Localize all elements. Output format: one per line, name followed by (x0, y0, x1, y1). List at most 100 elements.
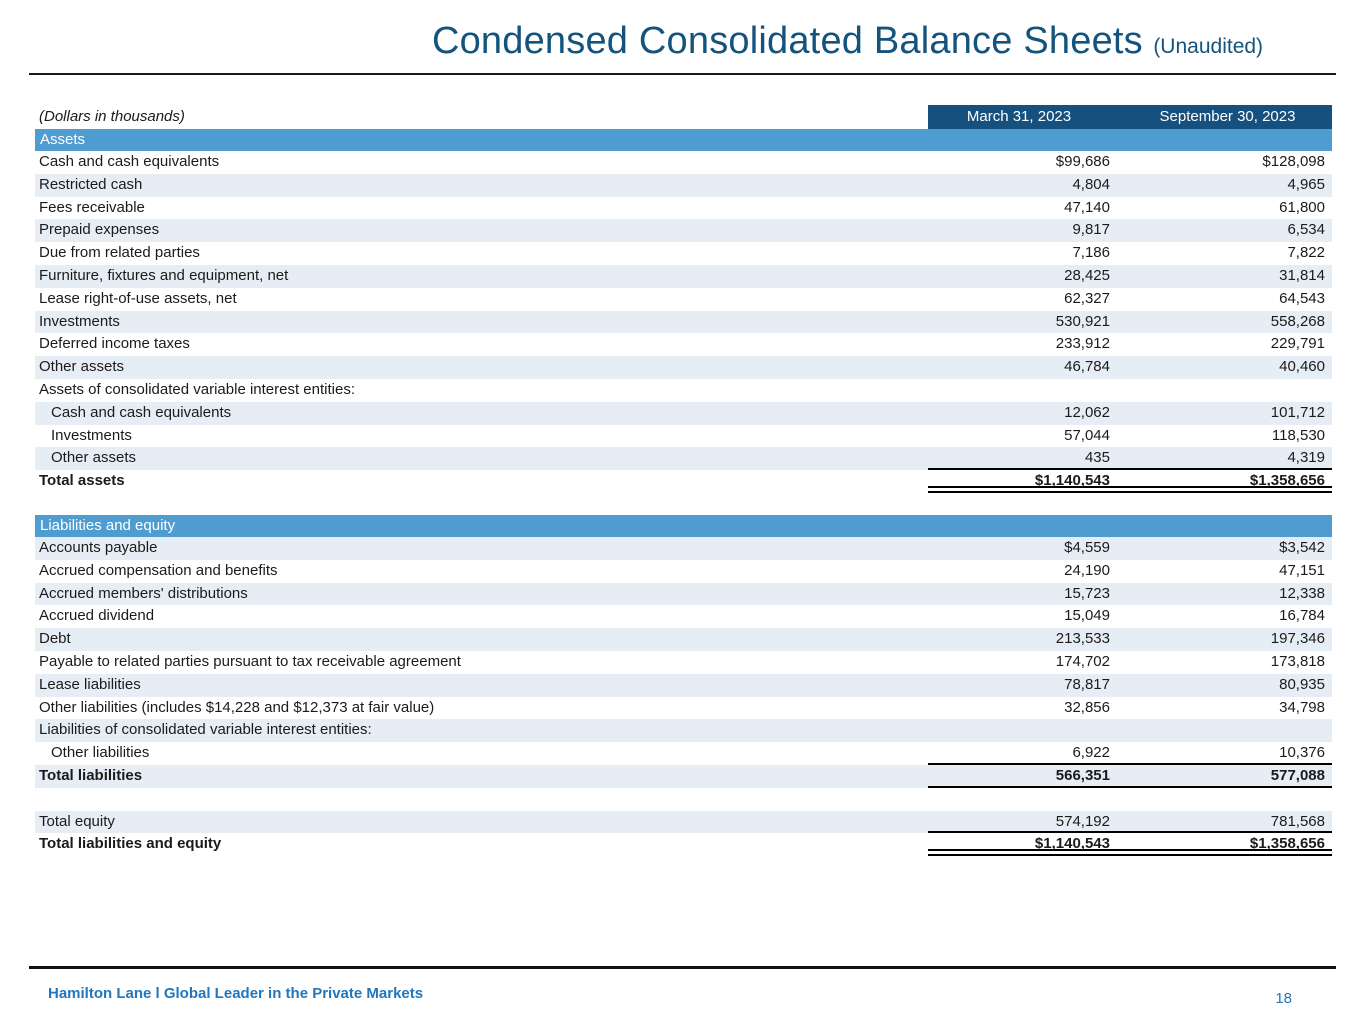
row-label: Other liabilities (51, 744, 150, 762)
value-cell: 174,702 (1055, 652, 1110, 670)
table-row: Accrued dividend 15,049 16,784 (35, 605, 1332, 628)
value-cell: $1,140,543 (1034, 835, 1110, 853)
row-label: Liabilities of consolidated variable int… (39, 721, 372, 739)
row-label: Lease liabilities (39, 675, 141, 693)
value-cell: 781,568 (1270, 812, 1325, 830)
value-cell: 15,723 (1064, 584, 1110, 602)
row-values: 12,062 101,712 (928, 402, 1332, 425)
table-row: Fees receivable 47,140 61,800 (35, 197, 1332, 220)
value-cell: 34,798 (1279, 698, 1325, 716)
value-cell (928, 379, 1130, 402)
row-label: Total assets (39, 472, 125, 490)
row-values: 28,425 31,814 (928, 265, 1332, 288)
row-label: Furniture, fixtures and equipment, net (39, 266, 289, 284)
value-cell: 213,533 (1055, 630, 1110, 648)
row-label: Total liabilities (39, 766, 143, 784)
row-values: $99,686 $128,098 (928, 151, 1332, 174)
value-cell: 47,151 (1279, 561, 1325, 579)
row-values: 4,804 4,965 (928, 174, 1332, 197)
row-values: 78,817 80,935 (928, 674, 1332, 697)
table-row: Due from related parties 7,186 7,822 (35, 242, 1332, 265)
page-number: 18 (1275, 990, 1292, 1007)
row-label: Total liabilities and equity (39, 835, 222, 853)
balance-sheet-table: (Dollars in thousands) March 31, 2023 Se… (35, 105, 1332, 857)
row-label: Investments (51, 426, 132, 444)
row-values: 15,723 12,338 (928, 583, 1332, 606)
table-row: Lease liabilities 78,817 80,935 (35, 673, 1332, 697)
page-title: Condensed Consolidated Balance Sheets (U… (0, 0, 1365, 63)
section-gap (35, 493, 1332, 515)
table-row: Payable to related parties pursuant to t… (35, 651, 1332, 674)
value-cell: 530,921 (1055, 312, 1110, 330)
row-label: Prepaid expenses (39, 221, 160, 239)
value-cell: 566,351 (1055, 766, 1110, 784)
value-cell: 40,460 (1279, 358, 1325, 376)
row-label: Other liabilities (includes $14,228 and … (39, 698, 435, 716)
row-label: Deferred income taxes (39, 335, 190, 353)
value-cell: 57,044 (1064, 426, 1110, 444)
value-cell: 64,543 (1279, 289, 1325, 307)
value-cell: 46,784 (1064, 358, 1110, 376)
section-liabilities-equity: Liabilities and equity Accounts payable $… (35, 514, 1332, 857)
table-row: Other assets 435 4,319 (35, 447, 1332, 471)
table-row: Total liabilities 566,351 577,088 (35, 764, 1332, 788)
value-cell: 558,268 (1270, 312, 1325, 330)
value-cell (928, 788, 1130, 811)
value-cell: 7,822 (1287, 244, 1325, 262)
assets-rows: Cash and cash equivalents $99,686 $128,098… (35, 151, 1332, 493)
value-cell: $3,542 (1279, 538, 1325, 556)
value-cell: 6,922 (1072, 744, 1110, 762)
section-assets: Assets Cash and cash equivalents $99,686 $… (35, 129, 1332, 493)
value-cell: 197,346 (1270, 630, 1325, 648)
row-values (928, 788, 1332, 811)
value-cell: 78,817 (1064, 675, 1110, 693)
row-values: $4,559 $3,542 (928, 537, 1332, 560)
value-cell (928, 719, 1130, 742)
value-cell: $1,358,656 (1249, 835, 1325, 853)
value-cell: 9,817 (1072, 221, 1110, 239)
table-row: Debt 213,533 197,346 (35, 628, 1332, 651)
table-row: Other liabilities (includes $14,228 and … (35, 697, 1332, 720)
row-values: 435 4,319 (928, 447, 1332, 471)
table-row: Total assets $1,140,543 $1,358,656 (35, 470, 1332, 493)
table-row: Total liabilities and equity $1,140,543 $1… (35, 833, 1332, 857)
table-row: Accrued compensation and benefits 24,190 4… (35, 560, 1332, 583)
value-cell: $1,358,656 (1249, 472, 1325, 490)
column-header-march: March 31, 2023 (966, 108, 1072, 125)
row-label: Accrued dividend (39, 607, 155, 625)
table-row: Investments 530,921 558,268 (35, 310, 1332, 334)
row-values: $1,140,543 $1,358,656 (928, 470, 1332, 493)
value-cell: 24,190 (1064, 561, 1110, 579)
column-header-september: September 30, 2023 (1159, 108, 1296, 125)
value-cell: 6,534 (1287, 221, 1325, 239)
row-label (35, 788, 928, 811)
value-cell: 233,912 (1055, 335, 1110, 353)
value-cell (1130, 379, 1332, 402)
row-label: Lease right-of-use assets, net (39, 289, 237, 307)
row-label: Fees receivable (39, 198, 145, 216)
value-cell: 28,425 (1064, 266, 1110, 284)
value-cell: 61,800 (1279, 198, 1325, 216)
row-values: 57,044 118,530 (928, 425, 1332, 448)
spacer-row (35, 787, 1332, 811)
row-label: Cash and cash equivalents (51, 403, 232, 421)
value-cell: 4,804 (1072, 175, 1110, 193)
table-row: Accrued members' distributions 15,723 12,3… (35, 582, 1332, 606)
table-row: Furniture, fixtures and equipment, net 28… (35, 264, 1332, 288)
units-note: (Dollars in thousands) (39, 108, 185, 125)
table-row: Assets of consolidated variable interest… (35, 379, 1332, 402)
value-cell: 101,712 (1270, 403, 1325, 421)
row-values: 15,049 16,784 (928, 605, 1332, 628)
footer-brand-text: Hamilton Lane l Global Leader in the Pri… (48, 985, 424, 1002)
value-cell: 80,935 (1279, 675, 1325, 693)
value-cell: 173,818 (1270, 652, 1325, 670)
table-row: Investments 57,044 118,530 (35, 425, 1332, 448)
row-values: 7,186 7,822 (928, 242, 1332, 265)
row-label: Restricted cash (39, 175, 143, 193)
value-cell: $1,140,543 (1034, 472, 1110, 490)
section-header-liabilities-equity: Liabilities and equity (35, 514, 1332, 537)
value-cell: 32,856 (1064, 698, 1110, 716)
liabilities-equity-rows: Accounts payable $4,559 $3,542 Accrued comp… (35, 536, 1332, 857)
table-header-row: (Dollars in thousands) March 31, 2023 Se… (35, 105, 1332, 129)
value-cell: 4,319 (1287, 449, 1325, 467)
